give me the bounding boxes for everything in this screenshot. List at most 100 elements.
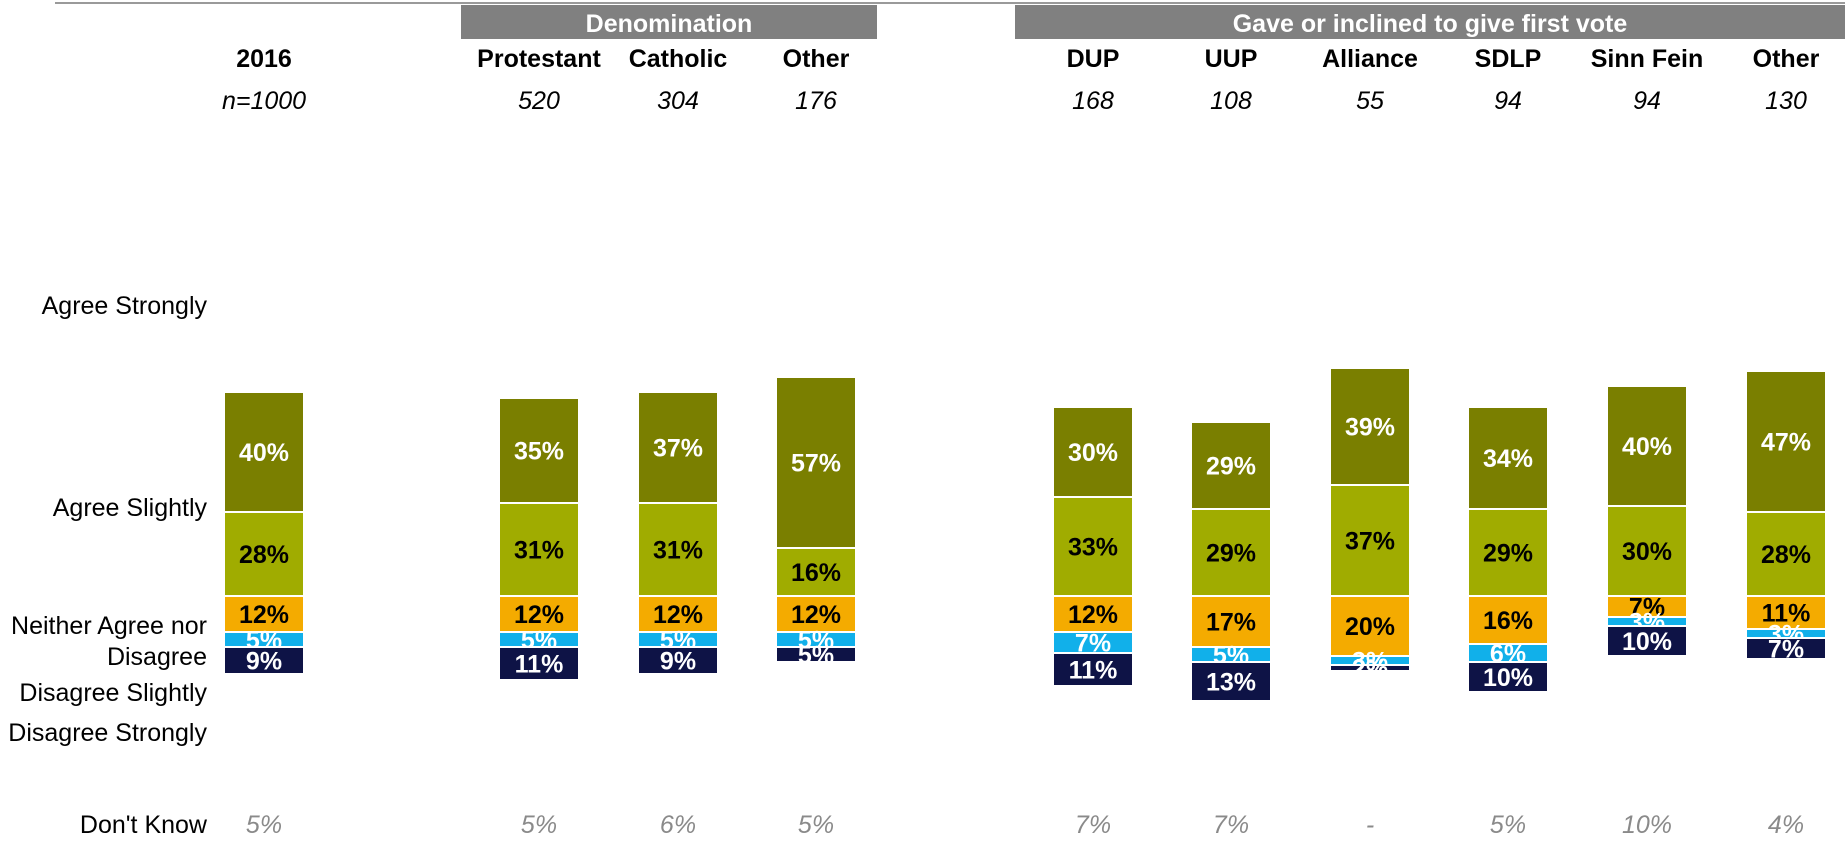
data-label-disagree-strongly: 5% (798, 642, 834, 670)
data-label-agree-slightly: 29% (1206, 540, 1256, 568)
bar-segment-agree-slightly (1190, 508, 1272, 597)
bar-segment-agree-strongly (1606, 385, 1688, 507)
dont-know-value: - (1366, 811, 1374, 839)
category-label: Other (783, 45, 850, 73)
data-label-agree-strongly: 29% (1206, 453, 1256, 481)
sample-size-label: n=1000 (222, 87, 306, 115)
row-label-disagree-slightly: Disagree Slightly (19, 679, 207, 707)
bar-segment-disagree-strongly (498, 646, 580, 681)
category-label: Sinn Fein (1591, 45, 1704, 73)
data-label-disagree-strongly: 2% (1352, 655, 1388, 683)
sample-size-label: 130 (1765, 87, 1807, 115)
sample-size-label: 168 (1072, 87, 1114, 115)
bar-segment-neither (1745, 595, 1827, 630)
bar-segment-neither (223, 595, 305, 633)
data-label-disagree-strongly: 7% (1768, 636, 1804, 664)
bar-segment-agree-strongly (1329, 367, 1411, 486)
dont-know-value: 5% (798, 811, 834, 839)
row-label-disagree-strongly: Disagree Strongly (8, 719, 207, 747)
category-label: Other (1753, 45, 1820, 73)
bar-segment-disagree-strongly (1606, 625, 1688, 657)
bar-segment-disagree-strongly (1052, 652, 1134, 687)
sample-size-label: 94 (1494, 87, 1522, 115)
row-label-agree-slightly: Agree Slightly (53, 494, 208, 522)
data-label-agree-slightly: 28% (1761, 541, 1811, 569)
category-label: Protestant (477, 45, 601, 73)
data-label-neither: 16% (1483, 607, 1533, 635)
dont-know-value: 7% (1075, 811, 1111, 839)
category-label: DUP (1067, 45, 1120, 73)
bar-segment-disagree-strongly (1190, 661, 1272, 702)
sample-size-label: 55 (1356, 87, 1384, 115)
bar-segment-agree-strongly (775, 376, 857, 549)
data-label-neither: 12% (514, 601, 564, 629)
sample-size-label: 520 (518, 87, 560, 115)
data-label-neither: 12% (653, 601, 703, 629)
bar-segment-disagree-strongly (1467, 661, 1549, 693)
bar-segment-agree-slightly (1052, 496, 1134, 597)
data-label-agree-strongly: 34% (1483, 445, 1533, 473)
bar-segment-disagree-strongly (775, 646, 857, 663)
data-label-neither: 20% (1345, 613, 1395, 641)
category-label: Alliance (1322, 45, 1418, 73)
sample-size-label: 94 (1633, 87, 1661, 115)
dont-know-value: 5% (1490, 811, 1526, 839)
bar-segment-agree-slightly (637, 502, 719, 597)
group-header-first-vote-bg (1015, 5, 1845, 39)
data-label-agree-strongly: 47% (1761, 429, 1811, 457)
bar-segment-agree-strongly (1745, 370, 1827, 513)
data-label-agree-slightly: 28% (239, 541, 289, 569)
group-header-denomination-bg (461, 5, 877, 39)
row-label-dont-know: Don't Know (80, 811, 208, 839)
data-label-agree-slightly: 31% (514, 537, 564, 565)
data-label-agree-slightly: 29% (1483, 540, 1533, 568)
row-label-neither-line1: Neither Agree nor (11, 612, 207, 640)
bar-segment-disagree-strongly (223, 646, 305, 675)
bar-segment-agree-slightly (775, 547, 857, 597)
category-label: SDLP (1475, 45, 1542, 73)
data-label-disagree-strongly: 10% (1483, 664, 1533, 692)
data-label-agree-strongly: 35% (514, 438, 564, 466)
data-label-neither: 11% (1762, 600, 1811, 628)
group-header-denomination: Denomination (586, 10, 753, 38)
bar-segment-neither (1190, 595, 1272, 648)
bar-segment-disagree-strongly (637, 646, 719, 675)
bar-segment-agree-strongly (498, 397, 580, 504)
data-label-disagree-strongly: 11% (515, 651, 564, 679)
data-label-agree-strongly: 40% (1622, 433, 1672, 461)
data-label-agree-slightly: 16% (791, 559, 841, 587)
category-label: Catholic (629, 45, 728, 73)
dont-know-value: 10% (1622, 811, 1672, 839)
data-label-disagree-strongly: 11% (1069, 657, 1118, 685)
data-label-agree-strongly: 37% (653, 435, 703, 463)
category-label: 2016 (236, 45, 292, 73)
bar-segment-disagree-strongly (1745, 637, 1827, 660)
data-label-disagree-strongly: 10% (1622, 628, 1672, 656)
dont-know-value: 5% (521, 811, 557, 839)
data-label-disagree-strongly: 9% (246, 648, 282, 676)
dont-know-value: 7% (1213, 811, 1249, 839)
bar-segment-agree-slightly (223, 511, 305, 597)
data-label-agree-slightly: 30% (1622, 538, 1672, 566)
sample-size-label: 304 (657, 87, 699, 115)
bars-layer: 40% 28% 12% 5% 9% 2016 n=1000 5% 35% 31% 12% 5% 11% P… (222, 45, 1827, 839)
data-label-agree-slightly: 33% (1068, 534, 1118, 562)
category-label: UUP (1205, 45, 1258, 73)
bar-segment-agree-strongly (1190, 421, 1272, 510)
dont-know-value: 4% (1768, 811, 1804, 839)
data-label-neither: 17% (1206, 609, 1256, 637)
data-label-agree-strongly: 39% (1345, 414, 1395, 442)
data-label-agree-slightly: 37% (1345, 528, 1395, 556)
data-label-neither: 12% (1068, 601, 1118, 629)
sample-size-label: 108 (1210, 87, 1252, 115)
row-label-agree-strongly: Agree Strongly (42, 292, 208, 320)
bar-segment-agree-slightly (1467, 508, 1549, 597)
data-label-agree-strongly: 57% (791, 450, 841, 478)
data-label-agree-slightly: 31% (653, 537, 703, 565)
sample-size-label: 176 (795, 87, 837, 115)
data-label-disagree-strongly: 13% (1206, 669, 1256, 697)
bar-segment-agree-slightly (1329, 484, 1411, 597)
row-label-neither-line2: Disagree (107, 643, 207, 671)
data-label-disagree-strongly: 9% (660, 648, 696, 676)
